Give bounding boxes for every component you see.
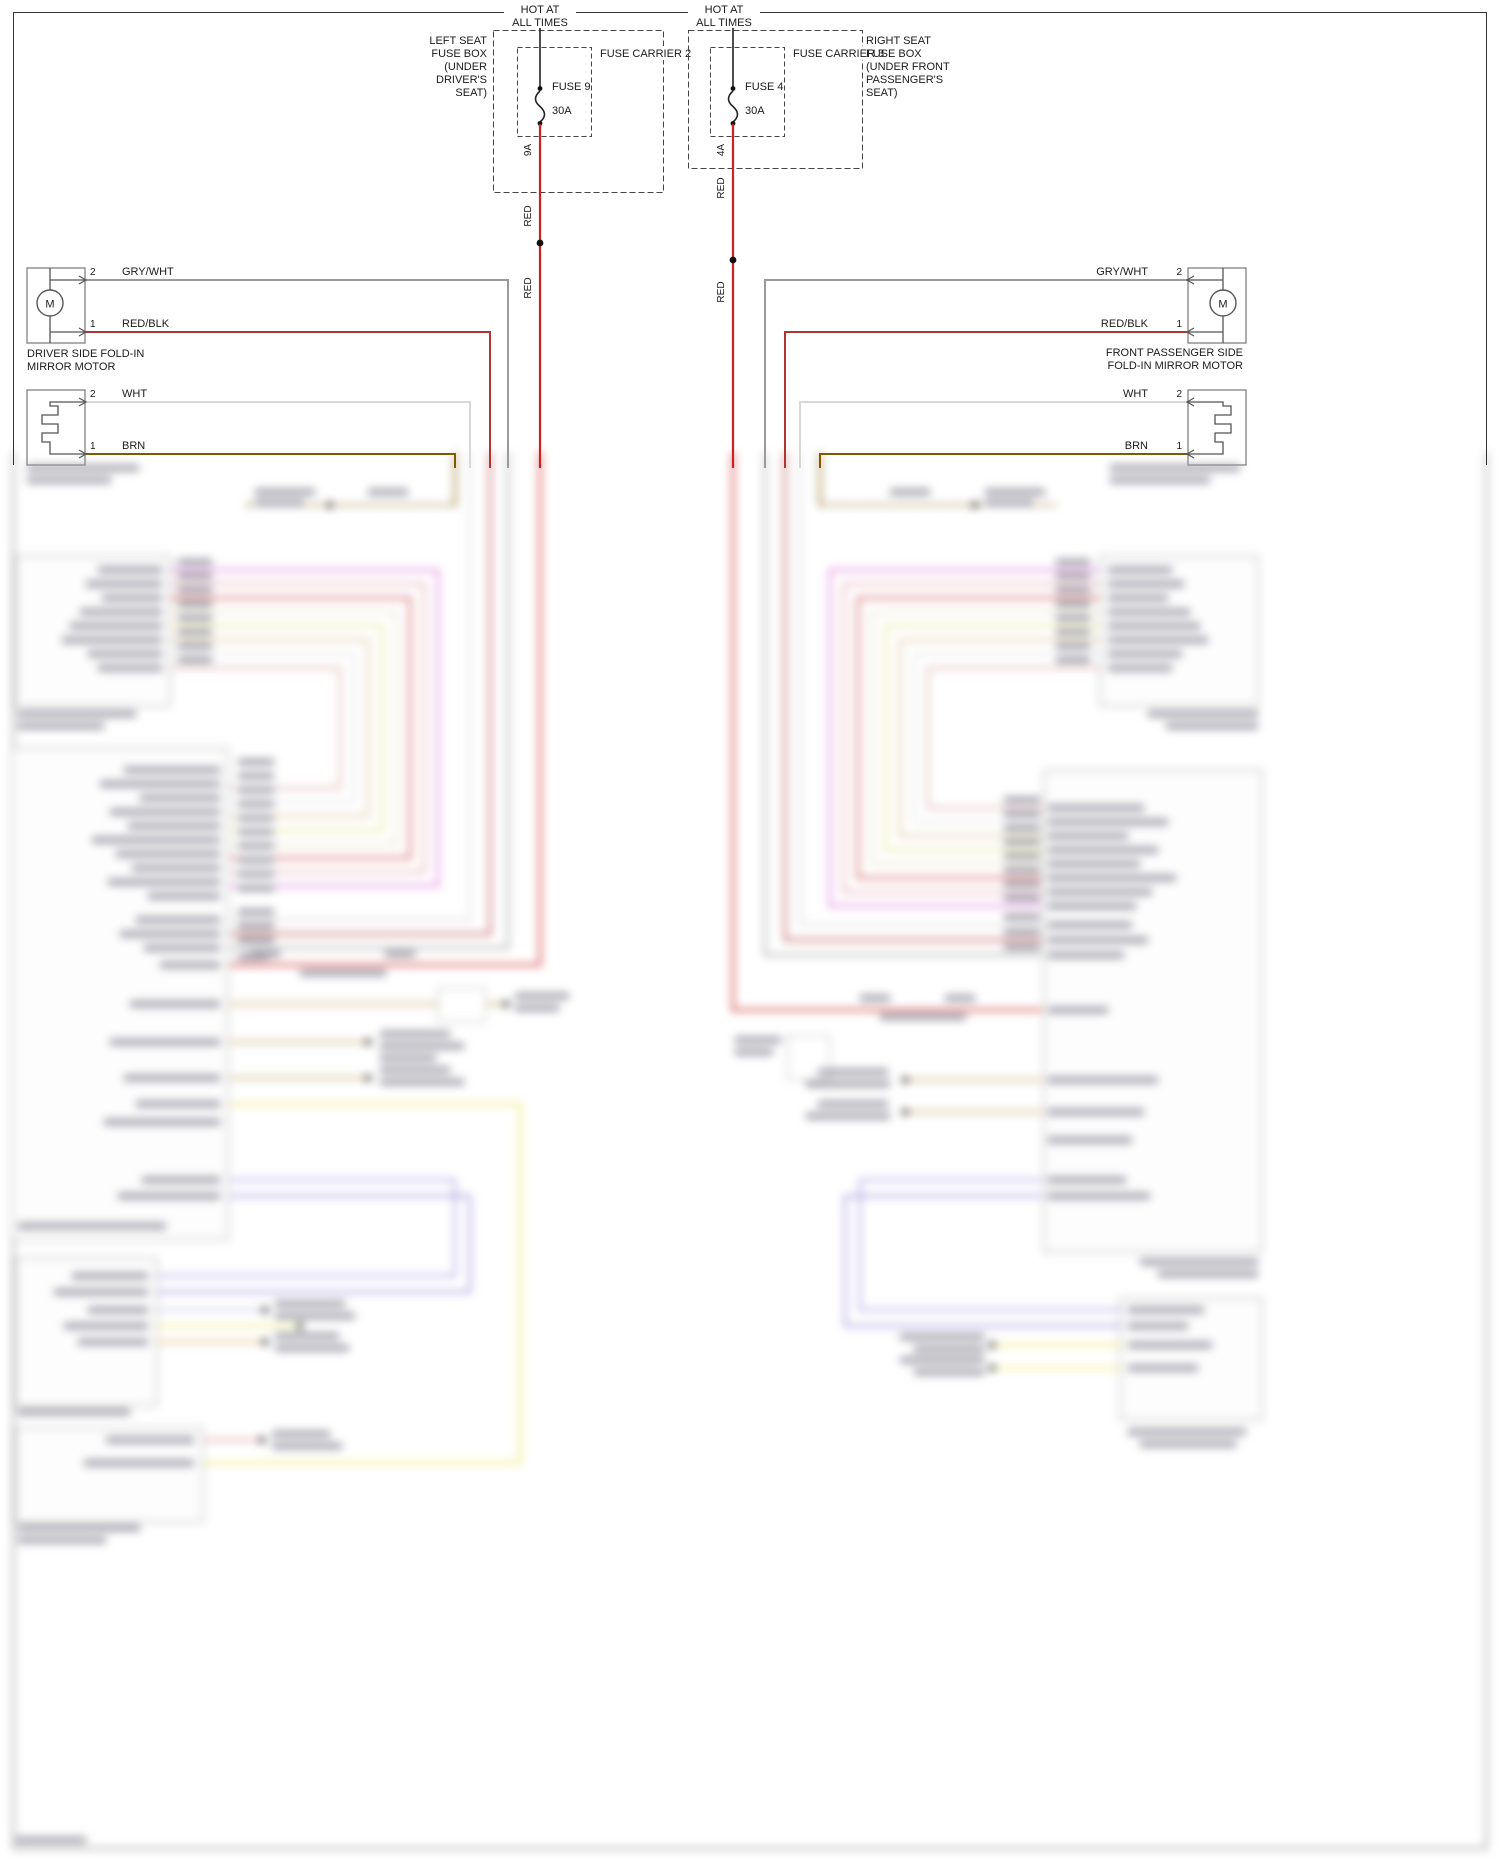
motor-letter: M bbox=[1218, 299, 1227, 311]
right-fuse-box-outline bbox=[688, 30, 863, 169]
fuse-box-label: PASSENGER'S bbox=[866, 74, 943, 86]
component-label: MIRROR MOTOR bbox=[27, 361, 115, 373]
hot-label: ALL TIMES bbox=[696, 17, 752, 29]
fuse-symbol bbox=[534, 90, 546, 123]
pin-arrow-icon bbox=[1185, 275, 1195, 285]
component-label: FRONT PASSENGER SIDE bbox=[1106, 347, 1243, 359]
pin-number: 1 bbox=[90, 319, 96, 330]
fuse-box-label: (UNDER bbox=[444, 61, 487, 73]
wire-color-label: RED bbox=[523, 277, 534, 298]
motor-symbol bbox=[36, 289, 64, 317]
circuit-id: 9A bbox=[523, 144, 534, 157]
fuse-box-label: RIGHT SEAT bbox=[866, 35, 931, 47]
fuse-box-label: DRIVER'S bbox=[436, 74, 487, 86]
hot-label: HOT AT bbox=[521, 4, 560, 16]
motor-leads bbox=[49, 268, 85, 343]
fuse-box-label: FUSE BOX bbox=[431, 48, 487, 60]
fuse-box-label: SEAT) bbox=[866, 87, 898, 99]
component-label: FOLD-IN MIRROR MOTOR bbox=[1108, 360, 1244, 372]
splice-dot bbox=[729, 256, 737, 264]
brn-wire bbox=[819, 453, 1187, 468]
wire-color-label: RED/BLK bbox=[1101, 318, 1149, 330]
splice-dot bbox=[536, 239, 544, 247]
hot-label: HOT AT bbox=[705, 4, 744, 16]
motor-letter: M bbox=[45, 299, 54, 311]
wire-color-label: BRN bbox=[1125, 440, 1148, 452]
left-fuse-assembly: HOT AT ALL TIMES FUSE CARRIER 2 LEFT SEA… bbox=[429, 4, 692, 468]
wire-color-label: WHT bbox=[122, 388, 147, 400]
right-fuse-assembly: HOT AT ALL TIMES FUSE CARRIER 3 RIGHT SE… bbox=[688, 4, 950, 468]
fuse-terminal bbox=[537, 121, 543, 126]
pin-number: 2 bbox=[1176, 389, 1182, 400]
fuse-name: FUSE 4 bbox=[745, 81, 784, 93]
wire-color-label: RED bbox=[523, 205, 534, 226]
pin-number: 1 bbox=[90, 441, 96, 452]
fuse-terminal bbox=[730, 86, 736, 91]
pin-number: 2 bbox=[1176, 267, 1182, 278]
wire-color-label: RED bbox=[716, 281, 727, 302]
circuit-id: 4A bbox=[716, 144, 727, 157]
hot-label: ALL TIMES bbox=[512, 17, 568, 29]
motor-symbol bbox=[1209, 289, 1237, 317]
wire-color-label: RED bbox=[716, 177, 727, 198]
pin-arrow-icon bbox=[78, 275, 88, 285]
pin-arrow-icon bbox=[78, 397, 88, 407]
left-fuse-carrier-outline bbox=[517, 47, 592, 137]
right-fuse-carrier-outline bbox=[710, 47, 785, 137]
wire-color-label: BRN bbox=[122, 440, 145, 452]
fuse-terminal bbox=[537, 86, 543, 91]
driver-heated-mirror: 2 1 WHT BRN bbox=[26, 388, 471, 468]
wht-wire bbox=[799, 401, 1187, 468]
heater-symbol bbox=[41, 401, 85, 455]
component-label: DRIVER SIDE FOLD-IN bbox=[27, 348, 144, 360]
brn-wire bbox=[86, 453, 456, 468]
fuse-box-label: LEFT SEAT bbox=[429, 35, 487, 47]
left-fuse-box-outline bbox=[493, 30, 664, 193]
wht-wire bbox=[86, 401, 471, 468]
pin-number: 2 bbox=[90, 267, 96, 278]
passenger-fold-motor: M 2 1 GRY/WHT RED/BLK FRONT PASSENGER SI… bbox=[764, 266, 1247, 468]
gry-wht-wire bbox=[86, 279, 509, 468]
heater-symbol bbox=[1188, 401, 1232, 455]
fuse-carrier-label: FUSE CARRIER 2 bbox=[600, 48, 691, 60]
gry-wht-wire bbox=[764, 279, 1187, 468]
driver-fold-motor: M 2 1 GRY/WHT RED/BLK DRIVER SIDE FOLD-I… bbox=[26, 266, 509, 468]
pin-arrow-icon bbox=[1185, 327, 1195, 337]
fuse-rating: 30A bbox=[552, 105, 572, 117]
pin-number: 1 bbox=[1176, 319, 1182, 330]
fuse-box-label: (UNDER FRONT bbox=[866, 61, 950, 73]
motor-leads bbox=[1188, 268, 1224, 343]
pin-number: 2 bbox=[90, 389, 96, 400]
fuse-rating: 30A bbox=[745, 105, 765, 117]
fuse-terminal bbox=[730, 121, 736, 126]
passenger-heated-mirror: 2 1 WHT BRN bbox=[799, 388, 1247, 468]
red-blk-wire bbox=[86, 331, 491, 468]
wire-color-label: RED/BLK bbox=[122, 318, 170, 330]
pin-number: 1 bbox=[1176, 441, 1182, 452]
wire-color-label: GRY/WHT bbox=[122, 266, 174, 278]
fuse-name: FUSE 9 bbox=[552, 81, 591, 93]
fuse-carrier-label: FUSE CARRIER 3 bbox=[793, 48, 884, 60]
fuse-symbol bbox=[727, 90, 739, 123]
pin-arrow-icon bbox=[78, 327, 88, 337]
red-blk-wire bbox=[784, 331, 1187, 468]
fuse-box-label: SEAT) bbox=[455, 87, 487, 99]
wire-color-label: WHT bbox=[1123, 388, 1148, 400]
wire-color-label: GRY/WHT bbox=[1096, 266, 1148, 278]
pin-arrow-icon bbox=[1185, 397, 1195, 407]
fuse-box-label: FUSE BOX bbox=[866, 48, 922, 60]
